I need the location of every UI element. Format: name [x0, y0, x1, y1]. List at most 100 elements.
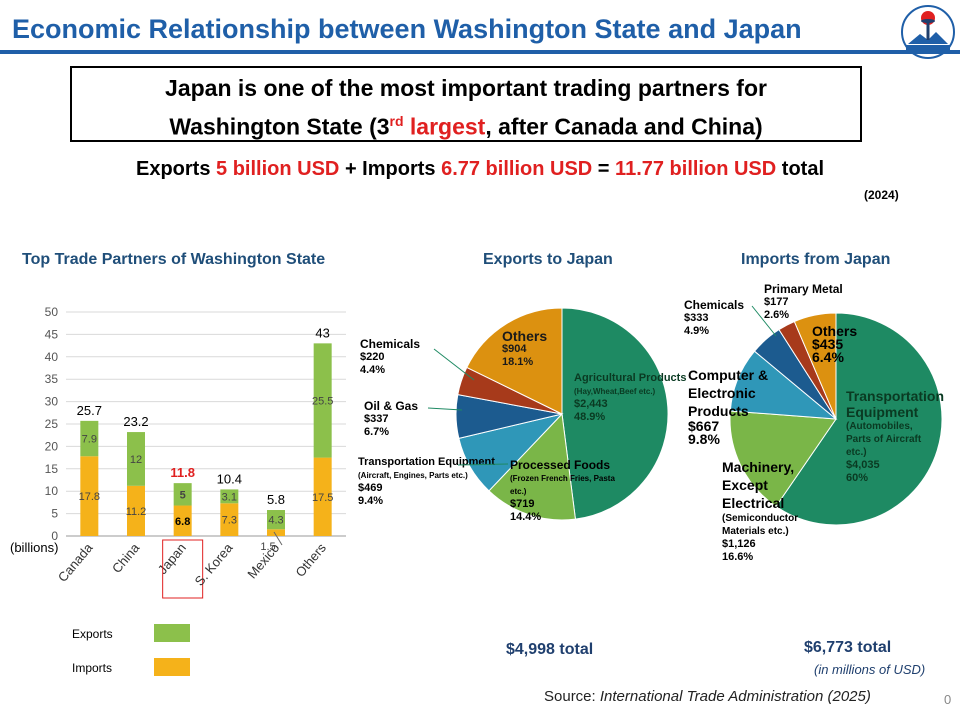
bar-exports-value-label: 12 — [130, 454, 142, 466]
bar-imports-value-label: 17.8 — [79, 491, 100, 503]
y-tick-label: 50 — [45, 305, 59, 319]
headline-line2-pre: Washington State (3 — [169, 113, 390, 140]
bar-imports-value-label: 7.3 — [222, 515, 237, 527]
legend-exports-swatch — [154, 624, 190, 642]
imports-slice-label-transportation: Transportation Equipment (Automobiles, P… — [846, 388, 945, 484]
bar-total-label: 10.4 — [217, 471, 242, 486]
legend-exports-label: Exports — [72, 627, 113, 641]
headline-rank-suffix: rd — [389, 113, 404, 129]
trade-partners-bar-chart: 0510152025303540455017.87.925.7Canada11.… — [45, 305, 346, 599]
totals-exports-label: Exports — [136, 158, 211, 180]
exports-slice-label-others: Others $904 18.1% — [502, 328, 548, 368]
bar-total-label: 23.2 — [123, 414, 148, 429]
page-title: Economic Relationship between Washington… — [12, 14, 802, 44]
headline-line1: Japan is one of the most important tradi… — [165, 75, 767, 101]
source-citation: Source: International Trade Administrati… — [544, 688, 871, 705]
bar-exports-value-label: 5 — [180, 489, 186, 501]
bar-imports-value-label: 11.2 — [126, 506, 147, 518]
leader-line-mexico — [273, 531, 283, 546]
y-tick-label: 10 — [45, 484, 59, 498]
bar-total-label: 25.7 — [77, 403, 102, 418]
bar-imports — [127, 485, 145, 536]
y-tick-label: 45 — [45, 327, 59, 341]
bar-imports — [80, 456, 99, 536]
y-tick-label: 5 — [51, 507, 58, 521]
totals-total-word: total — [781, 158, 824, 180]
pie-slice-others — [793, 312, 837, 420]
y-tick-label: 40 — [45, 350, 59, 364]
pie-slice-others — [466, 307, 563, 415]
legend-imports-label: Imports — [72, 661, 113, 675]
bar-imports — [220, 503, 239, 536]
bar-total-label: 5.8 — [267, 492, 285, 507]
leader-line-chemicals — [433, 348, 475, 381]
leader-line-transportation — [457, 463, 509, 466]
bar-imports — [313, 457, 332, 536]
imports-slice-label-others: Others $435 6.4% — [812, 323, 858, 365]
leader-line-oil-gas — [427, 407, 463, 411]
bar-imports-value-label: 6.8 — [175, 516, 190, 528]
trade-totals-line: Exports 5 billion USD + Imports 6.77 bil… — [0, 158, 960, 181]
headline-rank-word: largest — [403, 113, 486, 140]
bar-exports — [267, 510, 285, 530]
title-rule — [0, 50, 960, 54]
y-tick-label: 25 — [45, 417, 59, 431]
imports-total-label: $6,773 total — [804, 639, 892, 656]
totals-imports-value: 6.77 billion USD — [441, 158, 593, 180]
exports-slice-label-processed-foods: Processed Foods (Frozen French Fries, Pa… — [510, 458, 615, 524]
y-tick-label: 0 — [51, 529, 58, 543]
bar-exports — [173, 483, 192, 506]
bar-exports-value-label: 7.9 — [82, 434, 97, 446]
bar-exports — [220, 489, 239, 504]
bar-exports — [127, 432, 145, 486]
japan-highlight-box — [162, 539, 204, 599]
bar-imports — [173, 505, 192, 536]
bar-exports-value-label: 25.5 — [312, 395, 333, 407]
y-tick-label: 20 — [45, 439, 59, 453]
imports-slice-label-computer: Computer & Electronic Products $667 9.8% — [688, 367, 769, 447]
exports-total-label: $4,998 total — [506, 641, 594, 658]
exports-pie-title: Exports to Japan — [483, 251, 613, 268]
totals-total-value: 11.77 billion USD — [615, 158, 777, 180]
source-name: International Trade Administration (2025… — [599, 688, 871, 705]
imports-pie-chart — [729, 312, 943, 526]
bar-imports — [267, 529, 285, 536]
bar-imports-value-label: 1.5 — [260, 541, 275, 553]
bar-exports — [313, 343, 332, 458]
y-tick-label: 30 — [45, 395, 59, 409]
pie-slice-machinery-except-electrical — [729, 410, 837, 508]
imports-slice-label-primary-metal: Primary Metal $177 2.6% — [764, 282, 843, 322]
consulate-logo — [901, 5, 955, 59]
bar-exports — [80, 420, 99, 457]
pie-slice-transportation-equipment — [775, 312, 943, 526]
imports-slice-label-machinery: Machinery, Except Electrical (Semiconduc… — [722, 459, 799, 563]
bar-imports-value-label: 17.5 — [312, 492, 333, 504]
bar-exports-value-label: 4.3 — [268, 515, 283, 527]
leader-line-imports-chemicals — [751, 305, 777, 337]
pie-slice-agricultural-products — [561, 307, 669, 520]
pie-slice-processed-foods — [488, 412, 576, 521]
exports-pie-chart — [455, 307, 669, 521]
bar-chart-unit-label: (billions) — [10, 540, 59, 555]
slide-number: 0 — [944, 692, 952, 707]
imports-slice-label-chemicals: Chemicals $333 4.9% — [684, 298, 745, 338]
imports-pie-title: Imports from Japan — [741, 251, 891, 268]
exports-slice-label-chemicals: Chemicals $220 4.4% — [360, 337, 421, 377]
exports-slice-label-oil-gas: Oil & Gas $337 6.7% — [364, 399, 419, 439]
totals-equals: = — [597, 158, 610, 180]
bar-total-label: 11.8 — [170, 465, 195, 480]
y-tick-label: 15 — [45, 462, 59, 476]
y-tick-label: 35 — [45, 372, 59, 386]
totals-year: (2024) — [864, 188, 899, 202]
bar-exports-value-label: 3.1 — [222, 491, 237, 503]
totals-exports-value: 5 billion USD — [216, 158, 340, 180]
headline-line2: Washington State (3rd largest, after Can… — [72, 105, 860, 144]
headline-box: Japan is one of the most important tradi… — [70, 66, 862, 142]
bar-chart-title: Top Trade Partners of Washington State — [22, 251, 326, 268]
headline-line2-post: , after Canada and China) — [485, 113, 763, 140]
totals-imports-label: + Imports — [344, 158, 436, 180]
legend-imports-swatch — [154, 658, 190, 676]
exports-slice-label-agricultural: Agricultural Products (Hay,Wheat,Beef et… — [574, 372, 687, 423]
bar-total-label: 43 — [315, 325, 329, 340]
